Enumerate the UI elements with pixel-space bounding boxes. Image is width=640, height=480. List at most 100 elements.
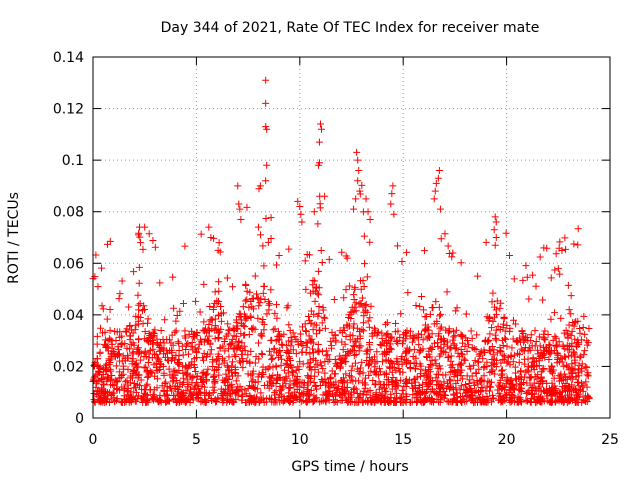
data-point: [366, 346, 374, 354]
data-point: [584, 372, 592, 380]
data-point: [413, 333, 421, 341]
data-point: [487, 347, 495, 355]
data-point: [532, 338, 540, 346]
data-point: [265, 373, 273, 381]
data-point: [291, 388, 299, 396]
data-point: [117, 373, 125, 381]
data-point: [565, 396, 573, 404]
data-point: [307, 386, 315, 394]
data-point: [457, 382, 465, 390]
data-point: [358, 358, 366, 366]
data-point: [228, 339, 236, 347]
data-point: [121, 385, 129, 393]
data-point: [421, 327, 429, 335]
data-point: [132, 321, 140, 329]
data-point: [165, 357, 173, 365]
data-point: [255, 185, 263, 193]
data-point: [373, 348, 381, 356]
data-point: [479, 398, 487, 406]
data-point: [98, 374, 106, 382]
data-point: [170, 367, 178, 375]
data-point: [421, 367, 429, 375]
data-point: [212, 398, 220, 406]
data-point: [486, 383, 494, 391]
data-point: [431, 187, 439, 195]
data-point: [547, 274, 555, 282]
data-point: [470, 345, 478, 353]
data-point: [207, 346, 215, 354]
data-point: [361, 260, 369, 268]
data-point: [128, 350, 136, 358]
data-point: [285, 389, 293, 397]
data-point: [525, 344, 533, 352]
data-point: [495, 390, 503, 398]
data-point: [398, 393, 406, 401]
data-point: [394, 327, 402, 335]
data-point: [489, 351, 497, 359]
data-point: [567, 332, 575, 340]
data-point: [515, 351, 523, 359]
data-point: [265, 384, 273, 392]
data-point: [286, 362, 294, 370]
data-point: [165, 365, 173, 373]
data-point: [301, 257, 309, 265]
x-axis-label: GPS time / hours: [291, 459, 408, 475]
data-point: [364, 208, 372, 216]
data-point: [264, 364, 272, 372]
data-point: [210, 386, 218, 394]
data-point: [302, 328, 310, 336]
data-point: [169, 373, 177, 381]
data-point: [235, 338, 243, 346]
data-point: [128, 360, 136, 368]
data-point: [174, 359, 182, 367]
data-point: [257, 389, 265, 397]
data-point: [207, 234, 215, 241]
data-point: [349, 332, 357, 340]
data-point: [194, 390, 202, 398]
data-point: [452, 326, 460, 334]
data-point: [157, 346, 165, 354]
data-point: [551, 390, 559, 398]
data-point: [175, 346, 183, 354]
data-point: [196, 308, 204, 316]
data-point: [145, 350, 153, 358]
data-point: [282, 374, 290, 382]
data-point: [519, 276, 527, 284]
data-point: [231, 351, 239, 359]
data-point: [362, 300, 370, 308]
data-point: [123, 325, 131, 333]
data-point: [336, 352, 344, 360]
data-point: [172, 317, 180, 325]
data-point: [135, 344, 143, 352]
data-point: [108, 371, 116, 379]
data-point: [312, 385, 320, 393]
data-point: [416, 384, 424, 392]
data-point: [398, 257, 406, 265]
data-point: [490, 226, 498, 234]
data-point: [239, 303, 247, 311]
data-point: [303, 398, 311, 406]
data-point: [474, 272, 482, 280]
data-point: [307, 307, 315, 315]
data-point: [229, 397, 237, 405]
data-point: [287, 333, 295, 341]
data-point: [504, 358, 512, 366]
data-point: [339, 346, 347, 354]
data-point: [501, 383, 509, 391]
data-point: [261, 296, 269, 304]
data-point: [423, 382, 431, 390]
data-point: [359, 277, 367, 285]
data-point: [288, 392, 296, 400]
data-point: [430, 195, 438, 203]
data-point: [236, 205, 244, 213]
data-point: [395, 364, 403, 372]
data-point: [579, 323, 587, 331]
data-point: [557, 392, 565, 400]
data-point: [452, 370, 460, 378]
data-point: [585, 324, 593, 332]
data-point: [477, 347, 485, 355]
data-point: [410, 376, 418, 384]
data-point: [288, 338, 296, 346]
data-point: [434, 381, 442, 389]
data-point: [302, 338, 310, 346]
